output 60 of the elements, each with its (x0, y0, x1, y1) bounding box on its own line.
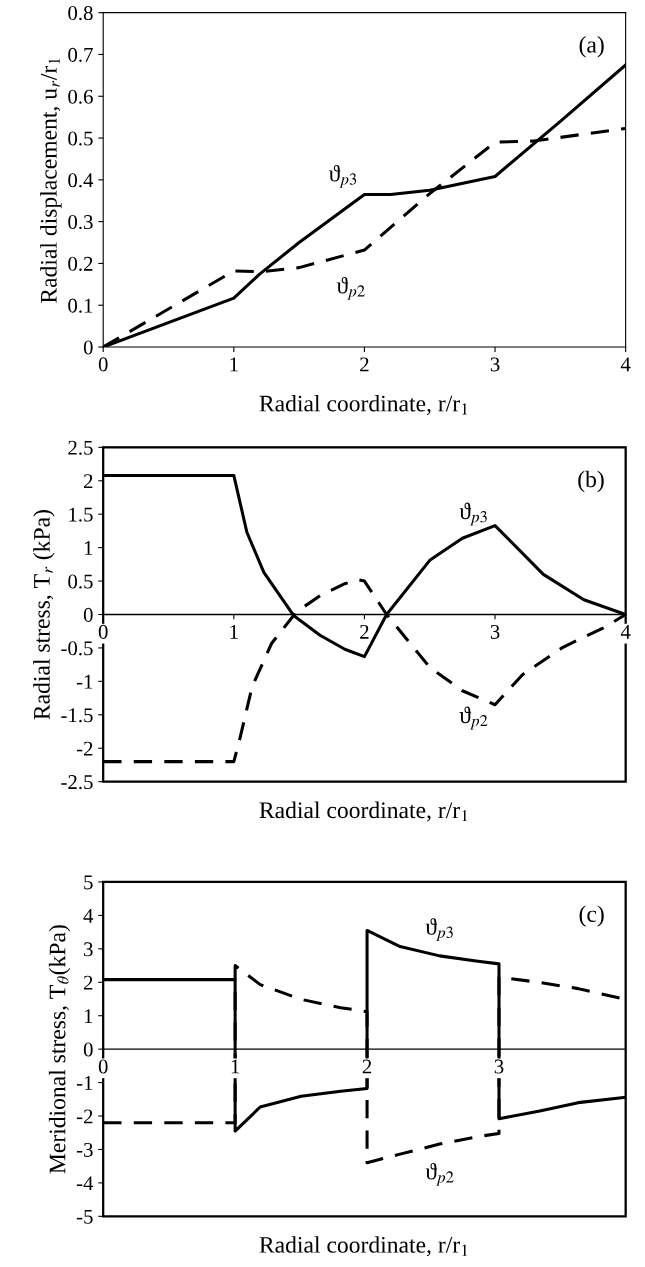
y-tick-label: 0.1 (68, 298, 93, 313)
y-tick-label: 0.3 (68, 215, 93, 230)
y-tick-label: -4 (76, 1176, 94, 1191)
y-tick-label: -2 (76, 741, 93, 756)
y-tick-label: -1 (76, 1076, 93, 1090)
y-tick-label: -0.5 (61, 641, 93, 656)
y-tick-label: 0.2 (68, 256, 93, 271)
x-tick-label: 4 (620, 624, 631, 639)
annotation: (b) (578, 470, 604, 493)
y-tick-label: 0.7 (68, 47, 93, 62)
y-axis-title: Radial stress, T$_{r}$ (kPa) (33, 510, 55, 720)
x-axis-title: Radial coordinate, r/r$_{1}$ (259, 801, 468, 822)
y-tick-label: -1 (76, 674, 93, 689)
annotation: ϑ$_{p3}$ (328, 164, 357, 188)
annotation: ϑ$_{p2}$ (336, 276, 365, 300)
y-axis-title: Radial displacement, u$_{r}$/r$_{1}$ (40, 58, 62, 304)
y-tick-label: 1 (84, 541, 93, 555)
y-tick-label: 0 (83, 607, 93, 622)
x-tick-label: 4 (620, 357, 631, 372)
y-tick-label: 0.8 (68, 6, 93, 21)
y-tick-label: 0.6 (68, 89, 93, 104)
x-tick-label: 2 (360, 357, 369, 372)
y-tick-label: 0.4 (68, 173, 94, 188)
x-tick-label: 3 (494, 1059, 504, 1074)
annotation: (c) (579, 905, 604, 927)
x-tick-label: 1 (230, 624, 238, 639)
y-tick-label: -3 (76, 1142, 93, 1157)
annotation: ϑ$_{p2}$ (459, 706, 488, 730)
y-tick-label: 0 (83, 1042, 93, 1057)
x-axis-title: Radial coordinate, r/r$_{1}$ (259, 394, 468, 415)
y-tick-label: -2.5 (61, 775, 93, 790)
y-tick-label: 2 (83, 975, 93, 990)
x-tick-label: 2 (362, 1059, 372, 1074)
annotation: ϑ$_{p3}$ (425, 918, 453, 942)
y-tick-label: 3 (84, 942, 93, 957)
annotation: ϑ$_{p3}$ (459, 502, 487, 526)
y-tick-label: -5 (76, 1209, 93, 1224)
x-tick-label: 1 (231, 1059, 240, 1074)
y-tick-label: 2 (83, 474, 93, 488)
x-tick-label: 2 (360, 624, 369, 639)
annotation: ϑ$_{p2}$ (425, 1162, 454, 1186)
y-tick-label: 4 (83, 908, 94, 923)
annotation: (a) (579, 36, 604, 58)
y-axis-title: Meridional stress, T$_{θ}$(kPa) (48, 925, 71, 1174)
x-tick-label: 0 (98, 624, 108, 639)
x-tick-label: 1 (230, 357, 238, 372)
y-tick-label: 0 (83, 340, 93, 355)
y-tick-label: 0.5 (68, 574, 93, 589)
y-tick-label: -2 (76, 1109, 93, 1124)
x-axis-title: Radial coordinate, r/r$_{1}$ (259, 1236, 468, 1257)
x-tick-label: 0 (98, 357, 108, 372)
y-tick-label: 1 (84, 1009, 93, 1023)
y-tick-label: 0.5 (68, 131, 93, 146)
y-tick-label: 2.5 (68, 440, 93, 455)
y-tick-label: 5 (84, 875, 93, 890)
y-tick-label: -1.5 (61, 708, 93, 723)
x-tick-label: 3 (490, 624, 500, 639)
y-tick-label: 1.5 (69, 507, 93, 522)
x-tick-label: 0 (98, 1059, 108, 1074)
x-tick-label: 3 (490, 357, 500, 372)
